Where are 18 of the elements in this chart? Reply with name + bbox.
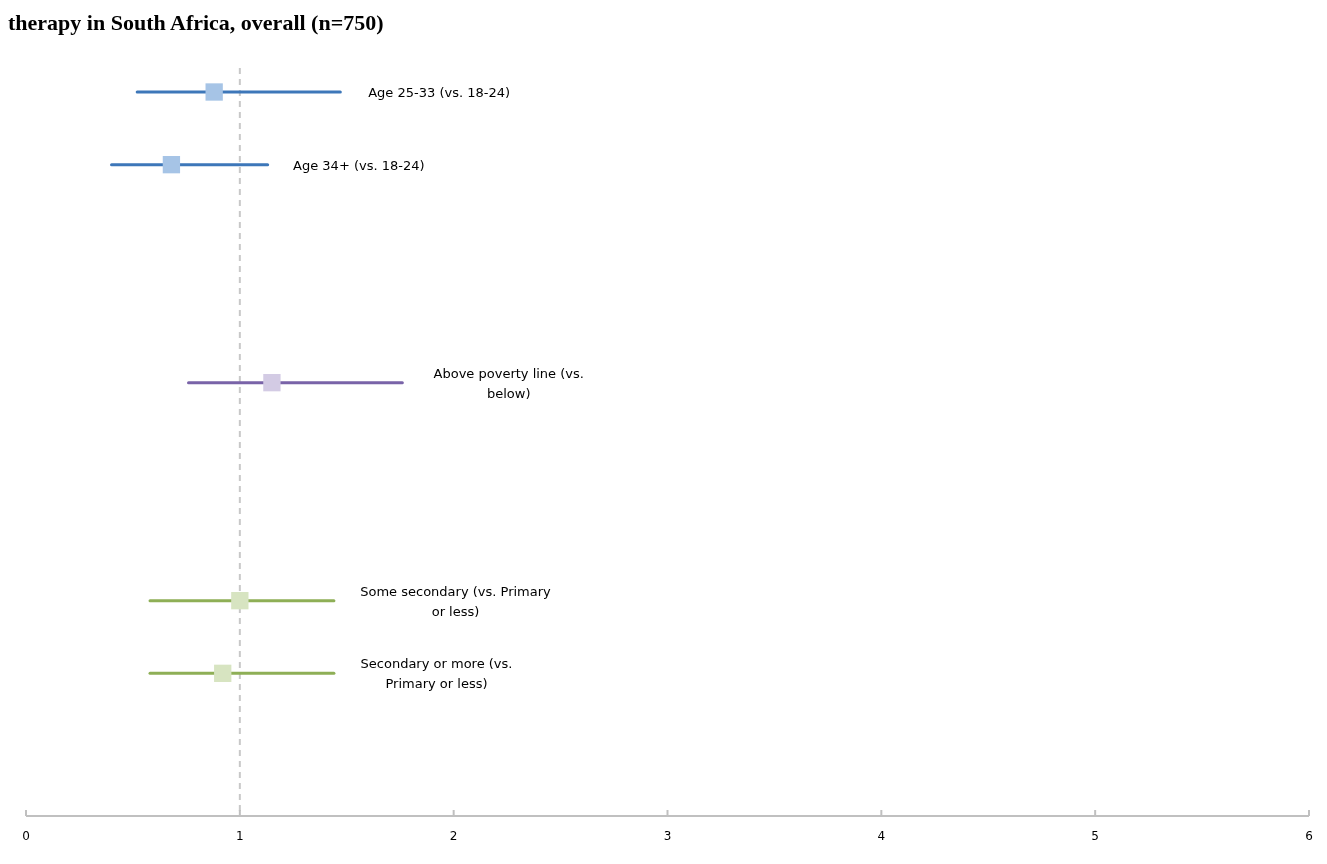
x-tick-label: 4 [877,829,886,843]
y-tick-label: Age 34+ (vs. 18-24) [293,157,425,173]
x-tick-label: 1 [236,829,244,843]
y-tick-label: Above poverty line (vs. below) [433,365,584,401]
y-tick-label: Secondary or more (vs. Primary or less) [360,656,513,692]
point [162,156,181,174]
x-tick-label: 5 [1091,829,1099,843]
y-tick-label: Some secondary (vs. Primary or less) [360,583,552,619]
point [205,83,223,101]
y-tick-label: Age 25-33 (vs. 18-24) [368,85,511,100]
x-tick-label: 0 [22,829,30,843]
point [263,374,281,392]
x-tick-label: 6 [1305,829,1313,843]
x-tick-label: 3 [663,829,672,843]
point [214,664,232,682]
x-tick-label: 2 [449,829,458,843]
point [231,592,249,610]
chart-title: therapy in South Africa, overall (n=750) [8,10,384,35]
